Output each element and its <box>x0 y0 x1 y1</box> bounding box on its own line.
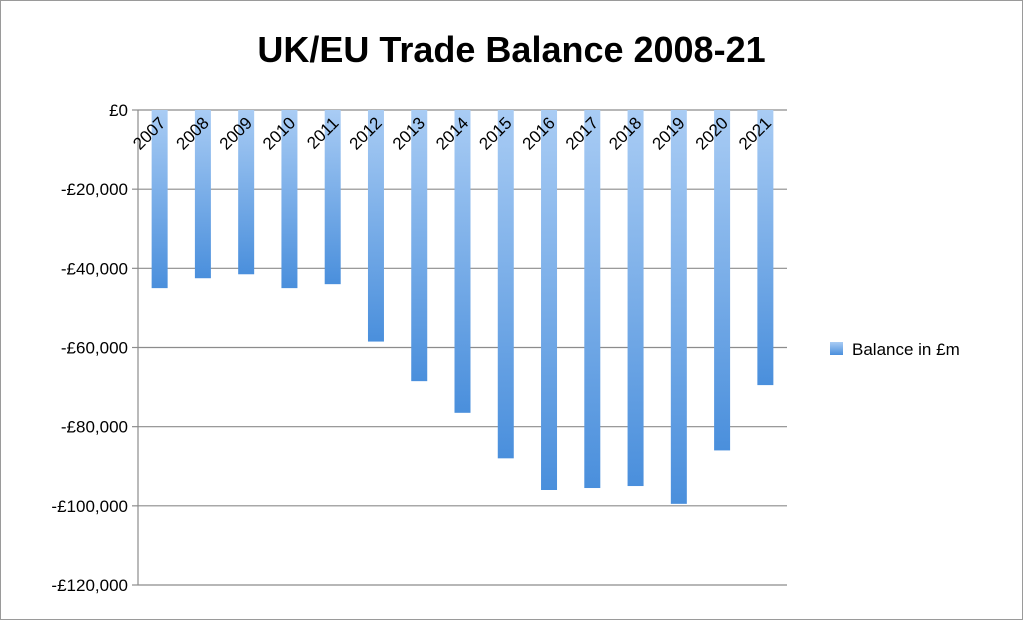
bar-2011 <box>324 110 341 285</box>
bar-2010 <box>281 110 298 289</box>
bar-2020 <box>714 110 731 451</box>
axes <box>132 109 139 586</box>
y-tick-label: -£20,000 <box>61 180 128 199</box>
bar-2008 <box>194 110 211 279</box>
legend-swatch <box>830 342 843 355</box>
bar-2013 <box>411 110 428 382</box>
y-tick-label: -£80,000 <box>61 418 128 437</box>
chart-title: UK/EU Trade Balance 2008-21 <box>257 29 766 70</box>
bar-2017 <box>584 110 601 489</box>
bar-2014 <box>454 110 471 413</box>
y-tick-label: -£40,000 <box>61 259 128 278</box>
y-tick-labels: £0 -£20,000 -£40,000 -£60,000 -£80,000 -£100,… <box>51 101 128 595</box>
bar-2016 <box>541 110 558 490</box>
bar-2021 <box>757 110 774 386</box>
bar-2019 <box>670 110 687 504</box>
y-tick-label: -£120,000 <box>51 576 128 595</box>
bar-2012 <box>367 110 384 342</box>
bar-2007 <box>151 110 168 289</box>
y-tick-label: -£60,000 <box>61 339 128 358</box>
legend: Balance in £m <box>830 340 960 359</box>
y-tick-label: £0 <box>109 101 128 120</box>
bar-2018 <box>627 110 644 487</box>
bar-2015 <box>497 110 514 459</box>
y-tick-label: -£100,000 <box>51 497 128 516</box>
bars <box>151 110 774 504</box>
bar-2009 <box>238 110 255 275</box>
legend-label: Balance in £m <box>852 340 960 359</box>
